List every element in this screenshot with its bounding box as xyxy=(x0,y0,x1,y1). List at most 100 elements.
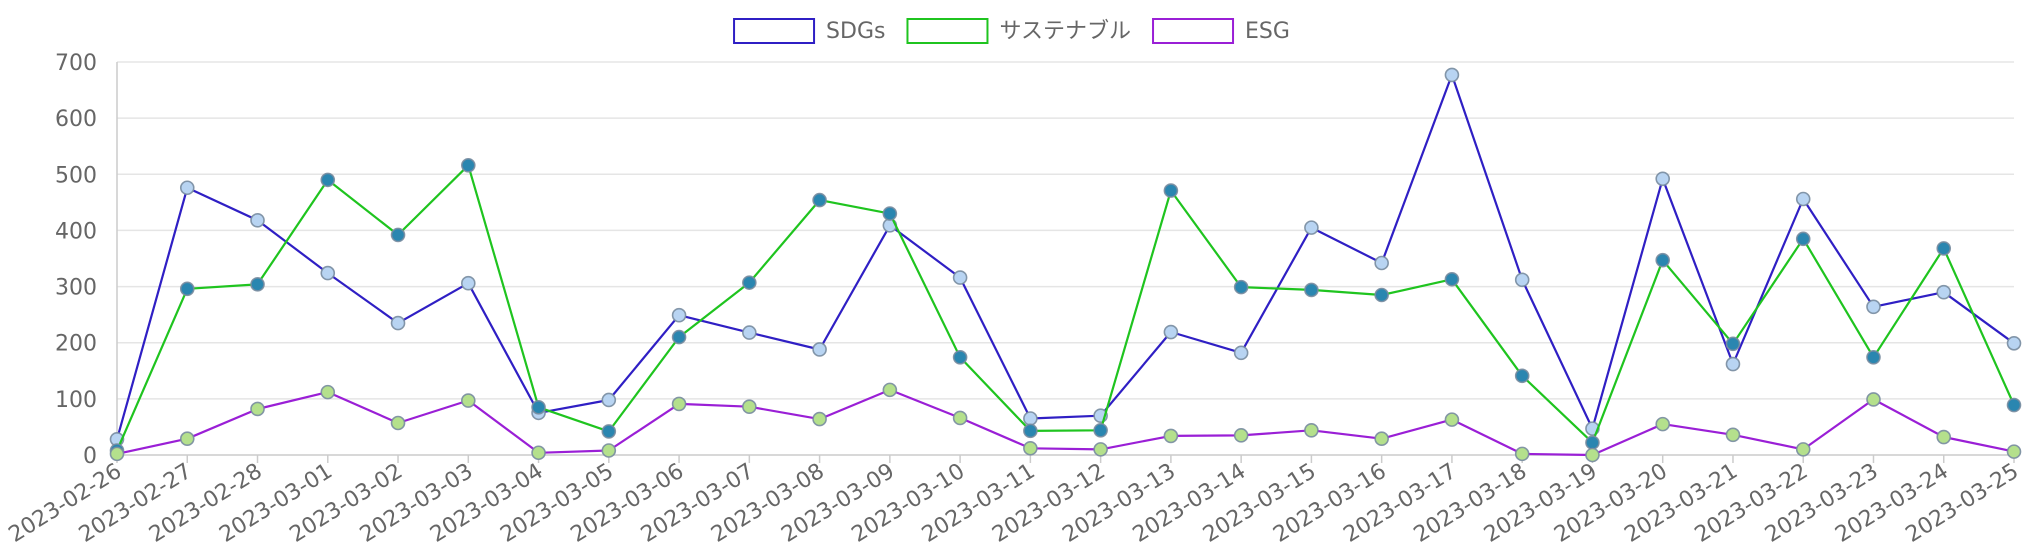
data-point[interactable] xyxy=(1374,287,1389,303)
data-point[interactable] xyxy=(531,445,546,461)
data-point[interactable] xyxy=(1936,284,1952,300)
data-point[interactable] xyxy=(812,192,827,208)
data-point[interactable] xyxy=(1655,416,1671,432)
y-tick-label: 200 xyxy=(55,332,97,357)
y-tick-label: 600 xyxy=(55,107,97,132)
series-line xyxy=(116,388,2015,457)
data-point[interactable] xyxy=(179,281,195,297)
legend-item-1[interactable]: サステナブル xyxy=(906,18,1131,44)
axis-layer: 01002003004005006007002023-02-262023-02-… xyxy=(5,51,2024,548)
data-point[interactable] xyxy=(1655,252,1671,268)
data-point[interactable] xyxy=(601,392,617,408)
data-point[interactable] xyxy=(1936,241,1952,256)
data-point[interactable] xyxy=(179,180,195,196)
series-1 xyxy=(109,158,2022,458)
data-point[interactable] xyxy=(2006,444,2022,459)
data-point[interactable] xyxy=(1163,183,1179,198)
data-point[interactable] xyxy=(1866,299,1881,315)
data-point[interactable] xyxy=(1023,411,1038,426)
data-point[interactable] xyxy=(1795,191,1811,207)
data-point[interactable] xyxy=(109,446,125,462)
data-point[interactable] xyxy=(671,396,687,412)
data-point[interactable] xyxy=(320,172,336,188)
y-tick-label: 100 xyxy=(55,388,97,413)
data-point[interactable] xyxy=(1093,422,1108,438)
data-point[interactable] xyxy=(250,401,265,417)
legend-label: サステナブル xyxy=(999,19,1131,44)
data-point[interactable] xyxy=(1936,429,1952,445)
data-point[interactable] xyxy=(390,315,406,331)
data-point[interactable] xyxy=(742,399,757,415)
data-point[interactable] xyxy=(952,270,968,285)
data-point[interactable] xyxy=(812,411,827,427)
data-point[interactable] xyxy=(601,443,617,458)
series-line xyxy=(115,164,2016,451)
data-point[interactable] xyxy=(179,431,195,447)
data-point[interactable] xyxy=(952,410,968,426)
data-point[interactable] xyxy=(1444,67,1460,83)
data-point[interactable] xyxy=(742,275,757,290)
data-point[interactable] xyxy=(882,382,898,398)
data-point[interactable] xyxy=(460,275,476,291)
y-tick-label: 300 xyxy=(55,276,97,301)
data-point[interactable] xyxy=(1304,282,1319,298)
data-point[interactable] xyxy=(1233,345,1249,361)
data-point[interactable] xyxy=(250,277,265,292)
data-point[interactable] xyxy=(1023,423,1038,439)
data-point[interactable] xyxy=(1444,271,1460,287)
data-point[interactable] xyxy=(1163,428,1179,444)
legend-label: SDGs xyxy=(826,19,885,44)
legend-swatch xyxy=(733,18,816,44)
data-point[interactable] xyxy=(952,350,968,365)
data-point[interactable] xyxy=(390,227,406,243)
data-point[interactable] xyxy=(390,415,406,431)
data-point[interactable] xyxy=(1374,431,1389,447)
legend-swatch xyxy=(1152,18,1235,44)
data-point[interactable] xyxy=(1374,255,1389,271)
data-point[interactable] xyxy=(1304,422,1319,438)
y-tick-label: 400 xyxy=(55,219,97,244)
data-point[interactable] xyxy=(1725,336,1741,352)
data-point[interactable] xyxy=(1514,446,1530,462)
data-point[interactable] xyxy=(1795,231,1811,247)
data-point[interactable] xyxy=(320,384,336,400)
data-point[interactable] xyxy=(1655,171,1671,187)
data-point[interactable] xyxy=(1304,220,1319,235)
data-point[interactable] xyxy=(1585,435,1600,450)
data-point[interactable] xyxy=(2006,397,2022,413)
y-tick-label: 500 xyxy=(55,163,97,188)
data-point[interactable] xyxy=(2006,335,2022,351)
data-point[interactable] xyxy=(1163,324,1179,340)
data-point[interactable] xyxy=(1725,427,1741,443)
data-point[interactable] xyxy=(531,399,546,415)
data-point[interactable] xyxy=(1725,356,1741,372)
legend-item-2[interactable]: ESG xyxy=(1152,18,1290,44)
data-point[interactable] xyxy=(601,424,617,439)
data-point[interactable] xyxy=(1023,440,1038,456)
data-point[interactable] xyxy=(460,393,476,408)
data-point[interactable] xyxy=(742,325,757,340)
series-line xyxy=(115,73,2015,440)
y-tick-label: 700 xyxy=(55,51,97,76)
data-point[interactable] xyxy=(1585,447,1600,463)
data-point[interactable] xyxy=(460,158,476,173)
data-point[interactable] xyxy=(1514,368,1530,384)
data-point[interactable] xyxy=(1795,442,1811,457)
data-point[interactable] xyxy=(250,213,265,228)
data-point[interactable] xyxy=(1514,272,1530,288)
data-point[interactable] xyxy=(1233,428,1249,443)
data-point[interactable] xyxy=(671,307,687,323)
data-point[interactable] xyxy=(1866,392,1881,407)
data-point[interactable] xyxy=(1093,442,1108,457)
data-point[interactable] xyxy=(882,206,898,221)
data-point[interactable] xyxy=(812,342,827,357)
data-point[interactable] xyxy=(671,329,687,345)
data-point[interactable] xyxy=(1233,279,1249,295)
data-point[interactable] xyxy=(320,265,336,281)
y-tick-label: 0 xyxy=(83,444,97,469)
legend-item-0[interactable]: SDGs xyxy=(733,18,885,44)
data-point[interactable] xyxy=(1444,412,1460,427)
legend-swatch xyxy=(906,18,989,44)
data-point[interactable] xyxy=(1866,350,1881,365)
